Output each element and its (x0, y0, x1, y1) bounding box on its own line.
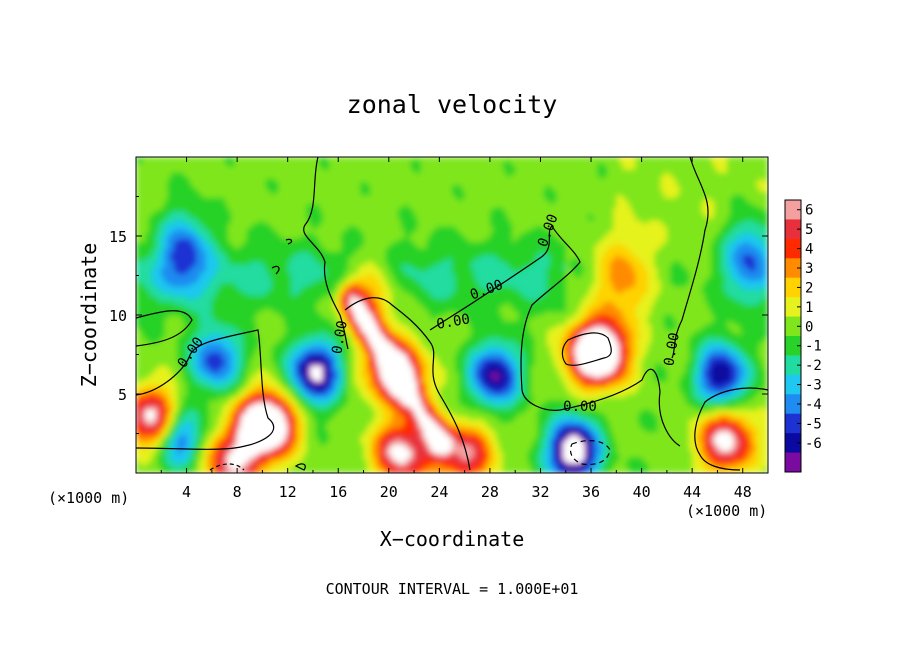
x-tick-label: 4 (182, 483, 191, 501)
colorbar-label: 6 (805, 203, 813, 219)
plot-area: 0.000.000.000.00 0.000.000.00 4 8 12 16 20 24 2… (109, 156, 769, 501)
colorbar-swatch (785, 277, 801, 298)
y-axis-label: Z−coordinate (77, 243, 101, 388)
y-tick-label: 10 (109, 307, 127, 325)
small-contour-a (271, 265, 280, 275)
colorbar-swatch (785, 452, 801, 473)
y-tick-label: 15 (109, 228, 127, 246)
colorbar-label: -2 (805, 358, 822, 374)
x-tick-label: 32 (531, 483, 549, 501)
zero-contour-left (136, 329, 275, 450)
colorbar-label: 0 (805, 319, 813, 335)
contour-label: 0.00 (329, 319, 351, 355)
zero-contour-center (344, 297, 471, 471)
colorbar-label: -5 (805, 416, 822, 432)
contour-interval-note: CONTOUR INTERVAL = 1.000E+01 (326, 580, 579, 598)
contour-lines (136, 157, 768, 471)
colorbar-label: 1 (805, 300, 813, 316)
positive-contour-core (561, 332, 612, 366)
zero-contour-center-left (303, 157, 349, 350)
x-tick-label: 40 (633, 483, 651, 501)
zero-contour-upper-left (136, 310, 193, 347)
contour-label: 0.00 (435, 311, 471, 333)
colorbar-swatch (785, 374, 801, 395)
colorbar-label: -4 (805, 397, 822, 413)
y-axis-ticks: 5 10 15 (109, 196, 768, 434)
negative-contour-bottom (209, 463, 245, 471)
colorbar-swatch (785, 336, 801, 356)
colorbar-swatch (785, 219, 801, 240)
x-tick-label: 36 (582, 483, 600, 501)
contour-label: 0.00 (661, 331, 683, 367)
colorbar-label: 4 (805, 242, 813, 258)
x-tick-label: 12 (279, 483, 297, 501)
colorbar-swatch (785, 238, 801, 259)
small-contour-c (285, 238, 293, 245)
x-tick-label: 8 (233, 483, 242, 501)
colorbar-label: 3 (805, 261, 813, 277)
x-axis-ticks: 4 8 12 16 20 24 28 32 36 40 44 48 (160, 157, 752, 501)
x-tick-label: 20 (380, 483, 398, 501)
y-tick-label: 5 (118, 386, 127, 404)
chart-title: zonal velocity (347, 90, 558, 119)
x-tick-label: 44 (683, 483, 701, 501)
colorbar-swatch (785, 413, 801, 434)
colorbar-swatch (785, 297, 801, 318)
colorbar-label: -3 (805, 378, 822, 394)
colorbar-label: -6 (805, 436, 822, 452)
colorbar-swatch (785, 394, 801, 415)
zero-contour-lower-right (694, 387, 768, 471)
zero-contour-right-center (429, 225, 681, 447)
colorbar: 6 5 4 3 2 1 0 -1 -2 -3 -4 -5 -6 (784, 199, 822, 473)
x-tick-label: 48 (734, 483, 752, 501)
x-tick-label: 16 (329, 483, 347, 501)
y-axis-multiplier: (×1000 m) (48, 489, 129, 507)
colorbar-swatch (785, 433, 801, 454)
negative-contour-core (569, 440, 611, 466)
colorbar-label: 5 (805, 222, 813, 238)
contour-label: 0.00 (563, 399, 597, 415)
x-axis-multiplier: (×1000 m) (686, 502, 767, 520)
colorbar-swatch (785, 258, 801, 279)
x-axis-label: X−coordinate (380, 527, 525, 551)
colorbar-swatch (785, 355, 801, 376)
x-tick-label: 28 (481, 483, 499, 501)
colorbar-frame (784, 199, 802, 473)
colorbar-label: 2 (805, 280, 813, 296)
colorbar-label: -1 (805, 339, 822, 355)
small-contour-b (294, 463, 306, 471)
zero-contour-right (671, 157, 709, 359)
colorbar-swatch (785, 200, 801, 220)
x-tick-label: 24 (430, 483, 448, 501)
colorbar-swatch (785, 316, 801, 337)
